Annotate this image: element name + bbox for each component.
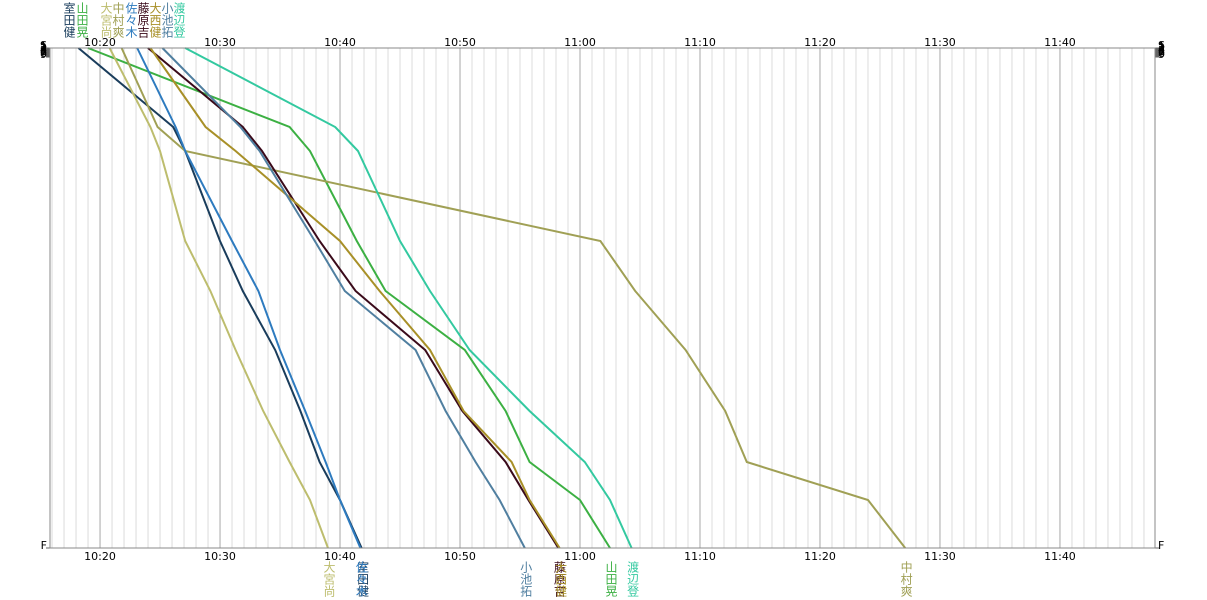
end-name: 藤原吉	[552, 561, 567, 597]
legend-name: 中村爽	[111, 2, 125, 38]
x-tick-label: 11:00	[564, 550, 596, 563]
legend-name: 大宮尚	[99, 2, 113, 38]
x-tick-label: 11:00	[564, 36, 596, 49]
x-tick-label: 10:30	[204, 550, 236, 563]
y-tick-label: 3	[40, 42, 47, 55]
x-tick-label: 11:30	[924, 36, 956, 49]
y-tick-label: 6	[40, 45, 47, 58]
x-tick-label: 10:40	[324, 36, 356, 49]
end-name: 渡辺登	[625, 561, 640, 597]
series-line	[87, 47, 611, 549]
y-tick-label: 2	[40, 41, 47, 54]
y-tick-label: 4	[1158, 43, 1165, 56]
series-line	[147, 47, 560, 549]
series-line	[136, 47, 362, 549]
x-tick-label: 11:30	[924, 550, 956, 563]
series-line	[149, 47, 561, 549]
y-tick-label: 8	[1158, 47, 1165, 60]
x-tick-label: 11:20	[804, 550, 836, 563]
end-name: 小池拓	[518, 561, 533, 597]
end-name: 佐々木	[354, 561, 369, 597]
y-tick-label: 9	[1158, 48, 1165, 61]
legend-name: 大西健	[148, 2, 162, 38]
y-tick-label: 3	[1158, 42, 1165, 55]
series-line	[77, 47, 363, 549]
x-tick-label: 10:50	[444, 36, 476, 49]
y-tick-label: 7	[40, 46, 47, 59]
y-tick-label: 2	[1158, 41, 1165, 54]
legend-name: 佐々木	[124, 2, 138, 38]
x-tick-label: 11:40	[1044, 36, 1076, 49]
y-tick-label: S	[1158, 39, 1165, 52]
y-tick-label: S	[40, 39, 47, 52]
y-tick-label: 5	[40, 44, 47, 57]
x-tick-label: 10:40	[324, 550, 356, 563]
series-line	[120, 47, 906, 549]
y-tick-label: F	[41, 539, 47, 552]
legend-name: 室田健	[62, 2, 76, 38]
y-tick-label: 5	[1158, 44, 1165, 57]
x-tick-label: 10:30	[204, 36, 236, 49]
x-tick-label: 11:10	[684, 36, 716, 49]
end-name: 大西健	[553, 561, 568, 597]
legend-name: 藤原吉	[136, 2, 150, 38]
y-tick-label: 1	[40, 40, 47, 53]
x-tick-label: 11:40	[1044, 550, 1076, 563]
legend-name: 小池拓	[160, 2, 174, 38]
x-tick-label: 10:20	[84, 550, 116, 563]
y-tick-label: 7	[1158, 46, 1165, 59]
end-name: 大宮尚	[322, 561, 337, 597]
x-tick-label: 10:50	[444, 550, 476, 563]
y-tick-label: 4	[40, 43, 47, 56]
y-tick-label: 6	[1158, 45, 1165, 58]
y-tick-label: 8	[40, 47, 47, 60]
x-tick-label: 10:20	[84, 36, 116, 49]
end-name: 室田健	[355, 561, 370, 597]
legend-name: 渡辺登	[172, 2, 186, 38]
y-tick-label: 9	[40, 48, 47, 61]
legend-name: 山田晃	[75, 2, 89, 38]
series-line	[184, 47, 633, 549]
plot-frame	[49, 47, 1156, 549]
x-tick-label: 11:10	[684, 550, 716, 563]
y-tick-label: 1	[1158, 40, 1165, 53]
series-line	[161, 47, 526, 549]
y-tick-label: F	[1158, 539, 1164, 552]
series-line	[108, 47, 329, 549]
x-tick-label: 11:20	[804, 36, 836, 49]
end-name: 山田晃	[603, 561, 618, 597]
end-name: 中村爽	[899, 561, 914, 597]
